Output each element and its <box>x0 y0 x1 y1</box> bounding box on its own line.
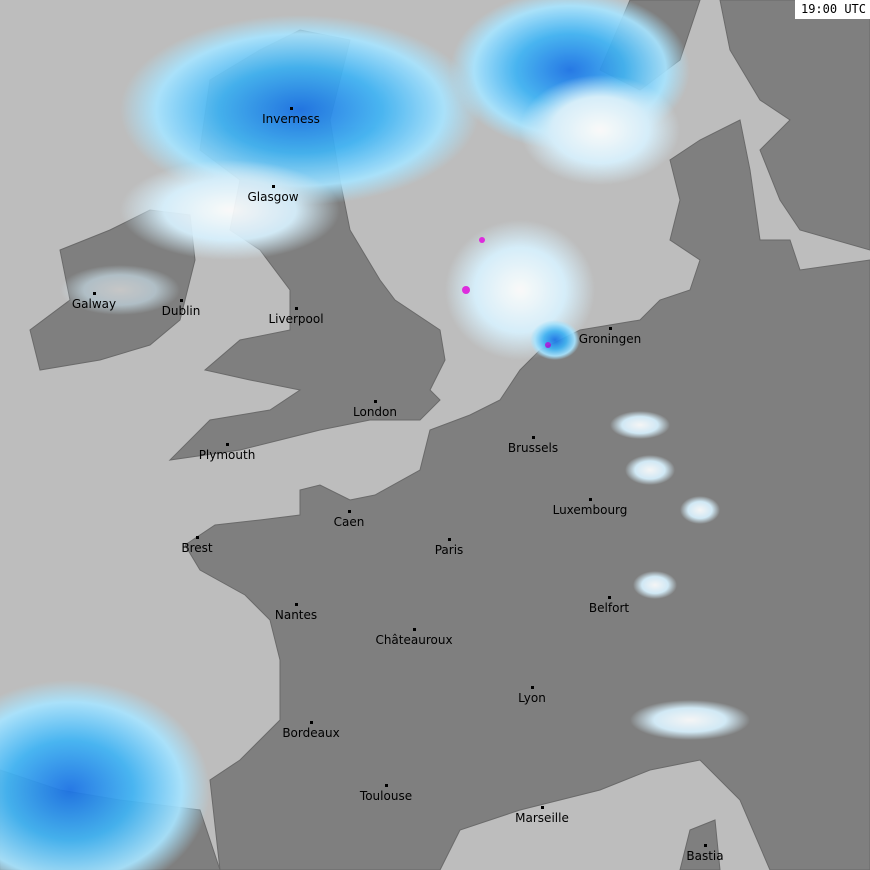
city-marker <box>608 596 611 599</box>
radar-echo-extreme <box>545 342 551 348</box>
city-label: Brussels <box>507 441 559 455</box>
city-label: Liverpool <box>268 312 324 326</box>
city-label: Caen <box>333 515 365 529</box>
city-label: Groningen <box>578 332 642 346</box>
radar-echo <box>530 320 580 360</box>
city-label: Plymouth <box>198 448 256 462</box>
radar-echo-extreme <box>479 237 485 243</box>
radar-echo <box>60 265 180 315</box>
radar-echo <box>520 75 680 185</box>
city-marker <box>413 628 416 631</box>
city-label: Luxembourg <box>552 503 628 517</box>
city-marker <box>609 327 612 330</box>
city-label: Paris <box>434 543 464 557</box>
city-marker <box>348 510 351 513</box>
city-marker <box>532 436 535 439</box>
radar-echo-extreme <box>462 286 470 294</box>
radar-echo <box>610 411 670 439</box>
radar-echoes <box>0 0 750 870</box>
city-label: Châteauroux <box>375 633 453 647</box>
city-label: Dublin <box>161 304 201 318</box>
city-marker <box>290 107 293 110</box>
city-label: Bordeaux <box>282 726 340 740</box>
city-marker <box>310 721 313 724</box>
city-marker <box>589 498 592 501</box>
city-marker <box>295 307 298 310</box>
land-continent <box>184 119 870 870</box>
city-label: Lyon <box>518 691 546 705</box>
city-marker <box>196 536 199 539</box>
city-marker <box>226 443 229 446</box>
city-label: Nantes <box>274 608 318 622</box>
land-corsica <box>679 819 721 870</box>
city-marker <box>448 538 451 541</box>
city-marker <box>93 292 96 295</box>
radar-echo <box>0 680 210 870</box>
city-label: Marseille <box>515 811 569 825</box>
city-label: Glasgow <box>247 190 299 204</box>
city-label: London <box>353 405 397 419</box>
radar-echo <box>120 15 480 205</box>
city-marker <box>704 844 707 847</box>
city-marker <box>374 400 377 403</box>
radar-echo <box>633 571 677 599</box>
city-label: Toulouse <box>359 789 413 803</box>
land-scandinavia <box>719 0 870 251</box>
radar-echo <box>630 700 750 740</box>
radar-echo <box>680 496 720 524</box>
city-marker <box>180 299 183 302</box>
city-label: Galway <box>71 297 117 311</box>
city-marker <box>385 784 388 787</box>
city-marker <box>541 806 544 809</box>
city-label: Belfort <box>588 601 630 615</box>
city-label: Inverness <box>262 112 320 126</box>
radar-echo <box>625 455 675 485</box>
radar-echo <box>120 160 340 260</box>
city-marker <box>295 603 298 606</box>
city-marker <box>272 185 275 188</box>
timestamp-label: 19:00 UTC <box>794 0 870 19</box>
city-marker <box>531 686 534 689</box>
city-label: Bastia <box>686 849 724 863</box>
city-label: Brest <box>181 541 213 555</box>
